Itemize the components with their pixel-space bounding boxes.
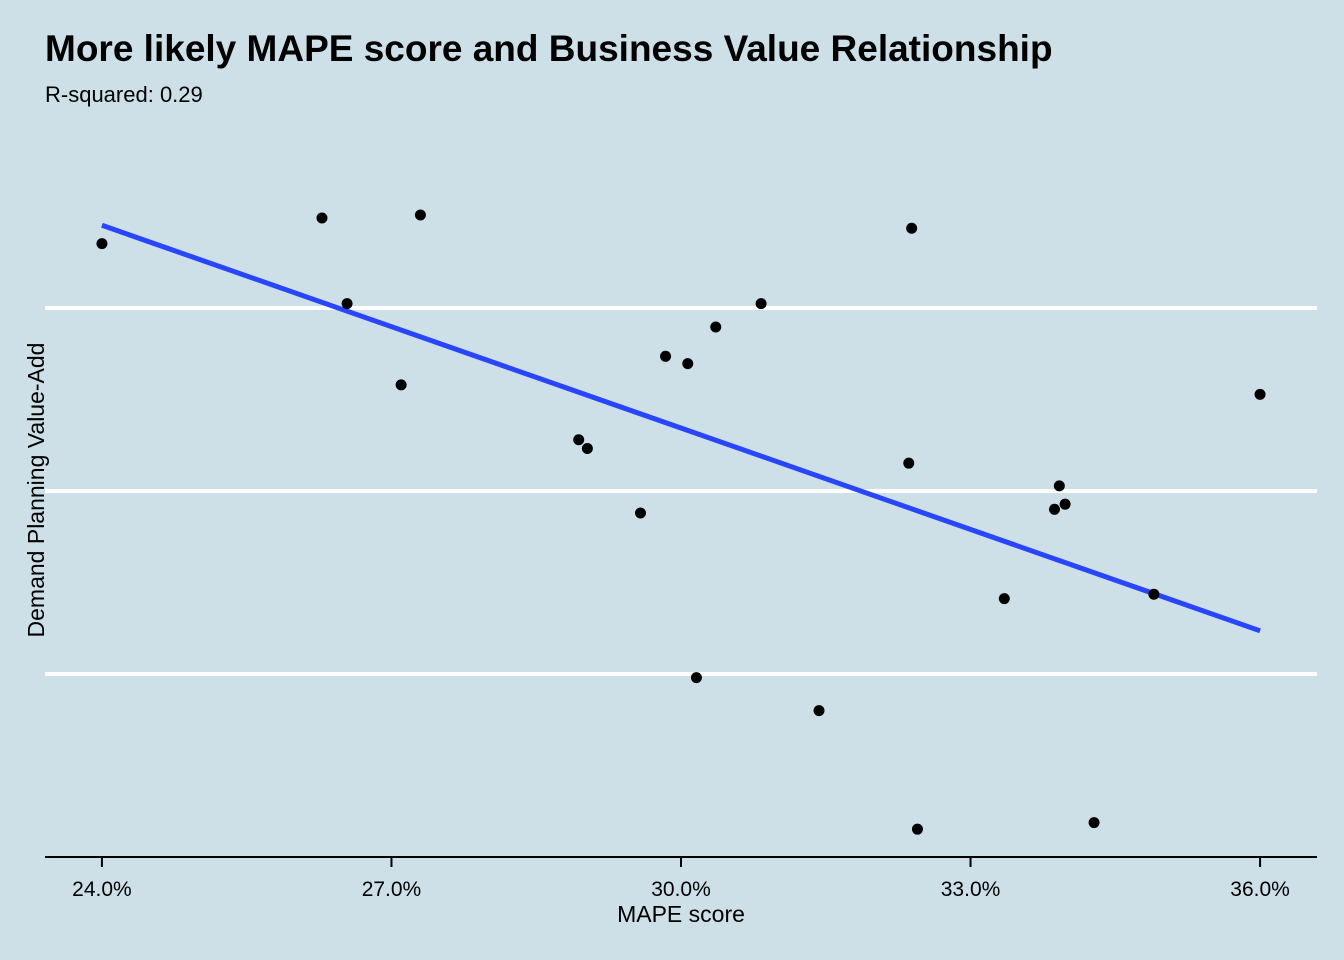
data-point bbox=[634, 507, 646, 519]
data-point bbox=[96, 238, 108, 250]
data-point bbox=[1254, 388, 1266, 400]
y-axis-label: Demand Planning Value-Add bbox=[23, 343, 49, 638]
data-point bbox=[998, 593, 1010, 605]
x-tick-label: 30.0% bbox=[651, 878, 711, 901]
x-axis: 24.0% 27.0% 30.0% 33.0% 36.0% bbox=[45, 856, 1317, 901]
x-tick-label: 36.0% bbox=[1230, 878, 1290, 901]
chart-subtitle: R-squared: 0.29 bbox=[45, 82, 203, 107]
x-tick-label: 33.0% bbox=[941, 878, 1001, 901]
data-point bbox=[710, 321, 722, 333]
x-tick-label: 24.0% bbox=[72, 878, 132, 901]
data-point bbox=[813, 705, 825, 717]
data-point bbox=[395, 379, 407, 391]
data-point bbox=[682, 358, 694, 370]
data-point bbox=[316, 212, 328, 224]
data-point bbox=[1048, 503, 1060, 515]
x-axis-label: MAPE score bbox=[617, 901, 745, 927]
data-point bbox=[1148, 588, 1160, 600]
data-point bbox=[341, 298, 353, 310]
data-point bbox=[573, 434, 585, 446]
data-point bbox=[414, 209, 426, 221]
chart-title: More likely MAPE score and Business Valu… bbox=[45, 28, 1053, 69]
data-point bbox=[755, 298, 767, 310]
data-point bbox=[906, 222, 918, 234]
data-point bbox=[1088, 817, 1100, 829]
gridlines bbox=[45, 306, 1317, 676]
data-point bbox=[581, 443, 593, 455]
trend-line-layer bbox=[101, 222, 1261, 634]
data-point bbox=[690, 672, 702, 684]
data-point bbox=[1059, 498, 1071, 510]
x-tick-label: 27.0% bbox=[362, 878, 422, 901]
data-point bbox=[660, 350, 672, 362]
data-point bbox=[1053, 480, 1065, 492]
data-point bbox=[903, 457, 915, 469]
data-points bbox=[96, 209, 1266, 835]
trend-line bbox=[101, 222, 1261, 634]
data-point bbox=[911, 823, 923, 835]
